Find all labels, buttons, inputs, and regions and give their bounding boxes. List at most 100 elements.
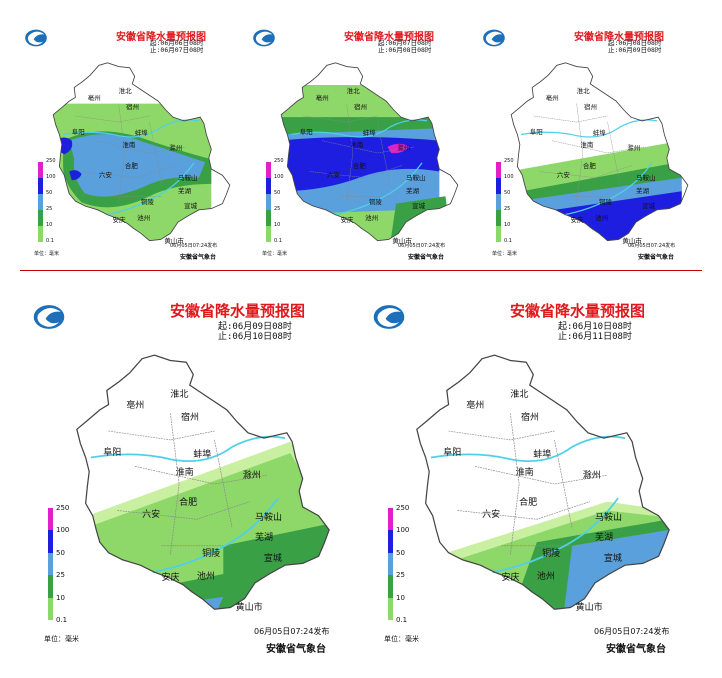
city-label-bengbu: 蚌埠 [193, 449, 212, 460]
city-label-chuzhou: 滁州 [627, 143, 641, 152]
legend-swatch [48, 530, 53, 553]
city-label-luan: 六安 [556, 171, 570, 180]
legend-swatch [48, 508, 53, 531]
period-start: 起:06月08日08时 [608, 39, 662, 47]
legend-swatch [496, 210, 501, 226]
city-label-suzhou: 宿州 [180, 412, 199, 423]
legend-tick-label: 25 [274, 206, 281, 212]
city-label-huainan: 淮南 [122, 141, 136, 150]
legend-tick-label: 50 [396, 548, 405, 557]
agency-name: 安徽省气象台 [606, 644, 666, 655]
legend-tick-label: 100 [56, 526, 70, 535]
map-title: 安徽省降水量预报图 [574, 32, 664, 43]
city-label-huaibei: 淮北 [170, 389, 189, 400]
county-borders [75, 103, 187, 203]
city-label-huangshan: 黄山市 [622, 236, 642, 245]
legend-tick-label: 25 [56, 571, 65, 580]
legend-tick-label: 250 [46, 158, 56, 164]
legend-tick-label: 0.1 [56, 616, 68, 624]
legend-tick-label: 10 [396, 593, 405, 602]
yangtze-river [152, 497, 279, 574]
period-end: 止:06月08日08时 [378, 46, 432, 55]
province-outline [52, 62, 231, 242]
issued-time: 06月05日07:24发布 [628, 243, 676, 249]
yangtze-river [492, 497, 619, 574]
legend-tick-label: 0.1 [504, 238, 512, 244]
weather-bureau-logo-icon [483, 29, 505, 47]
legend-unit: 单位：毫米 [262, 251, 288, 257]
city-label-tongling: 铜陵 [368, 198, 382, 207]
city-label-hefei: 合肥 [582, 162, 596, 171]
legend-swatch [496, 162, 501, 178]
legend-tick-label: 50 [56, 548, 65, 557]
legend-tick-label: 0.1 [396, 616, 408, 624]
city-label-wuhu: 芜湖 [255, 532, 274, 543]
issued-time: 06月05日07:24发布 [170, 243, 218, 249]
city-label-maanshan: 马鞍山 [405, 173, 426, 182]
rainfall-band [69, 134, 206, 197]
legend-swatch [388, 552, 393, 576]
city-label-bengbu: 蚌埠 [592, 129, 606, 138]
agency-name: 安徽省气象台 [266, 644, 326, 655]
period-end: 止:06月11日08时 [558, 332, 632, 343]
city-label-huangshan: 黄山市 [235, 603, 263, 614]
city-label-anqing: 安庆 [570, 215, 584, 224]
city-label-tongling: 铜陵 [202, 548, 221, 559]
city-label-huainan: 淮南 [580, 141, 594, 150]
province-map [280, 62, 459, 242]
city-label-wuhu: 芜湖 [595, 532, 614, 543]
city-label-huangshan: 黄山市 [164, 236, 184, 245]
county-borders [108, 413, 268, 555]
city-label-tongling: 铜陵 [140, 198, 154, 207]
legend-swatch [388, 508, 393, 531]
city-label-bozhou: 亳州 [545, 94, 559, 103]
province-map [416, 354, 670, 610]
province-outline [510, 62, 689, 242]
huai-river [430, 435, 626, 463]
legend-swatch [266, 178, 271, 194]
city-label-luan: 六安 [482, 509, 501, 520]
city-label-suzhou: 宿州 [520, 412, 539, 423]
forecast-period: 起:06月08日08时 止:06月09日08时 [608, 39, 662, 55]
province-outline [416, 354, 670, 610]
legend-tick-label: 250 [504, 158, 514, 164]
rainfall-band [69, 170, 82, 181]
forecast-period: 起:06月07日08时 止:06月08日08时 [378, 39, 432, 55]
legend-tick-label: 100 [396, 526, 410, 535]
city-label-suzhou: 宿州 [354, 103, 368, 112]
province-outline [280, 62, 459, 242]
province-map [76, 354, 330, 610]
city-label-wuhu: 芜湖 [635, 187, 649, 196]
legend-swatch [496, 226, 501, 242]
city-label-chuzhou: 滁州 [582, 471, 601, 482]
legend-swatch [38, 210, 43, 226]
legend-swatch [38, 226, 43, 242]
city-label-chizhou: 池州 [137, 214, 151, 223]
city-label-huainan: 淮南 [350, 141, 364, 150]
agency-name: 安徽省气象台 [180, 254, 217, 261]
legend-unit: 单位：毫米 [384, 635, 419, 643]
legend-tick-label: 100 [504, 174, 514, 180]
city-label-xuancheng: 宣城 [642, 201, 656, 210]
yangtze-river [106, 162, 195, 216]
city-label-tongling: 铜陵 [542, 548, 561, 559]
legend-swatch [38, 162, 43, 178]
legend-swatch [496, 194, 501, 210]
period-end: 止:06月07日08时 [150, 46, 204, 55]
city-label-maanshan: 马鞍山 [255, 513, 283, 524]
city-label-fuyang: 阜阳 [103, 448, 122, 459]
city-label-bengbu: 蚌埠 [533, 449, 552, 460]
county-borders [533, 103, 645, 203]
legend-tick-label: 100 [274, 174, 284, 180]
yangtze-river [564, 162, 653, 216]
city-label-huainan: 淮南 [175, 467, 194, 478]
period-end: 止:06月09日08时 [608, 46, 662, 55]
city-label-bozhou: 亳州 [466, 400, 485, 411]
legend-tick-label: 250 [56, 504, 70, 512]
city-label-chizhou: 池州 [595, 214, 609, 223]
city-label-anqing: 安庆 [501, 573, 520, 584]
issued-time: 06月05日07:24发布 [398, 243, 446, 249]
legend-swatch [48, 575, 53, 598]
panel-divider [20, 270, 702, 271]
legend-swatch [48, 552, 53, 576]
